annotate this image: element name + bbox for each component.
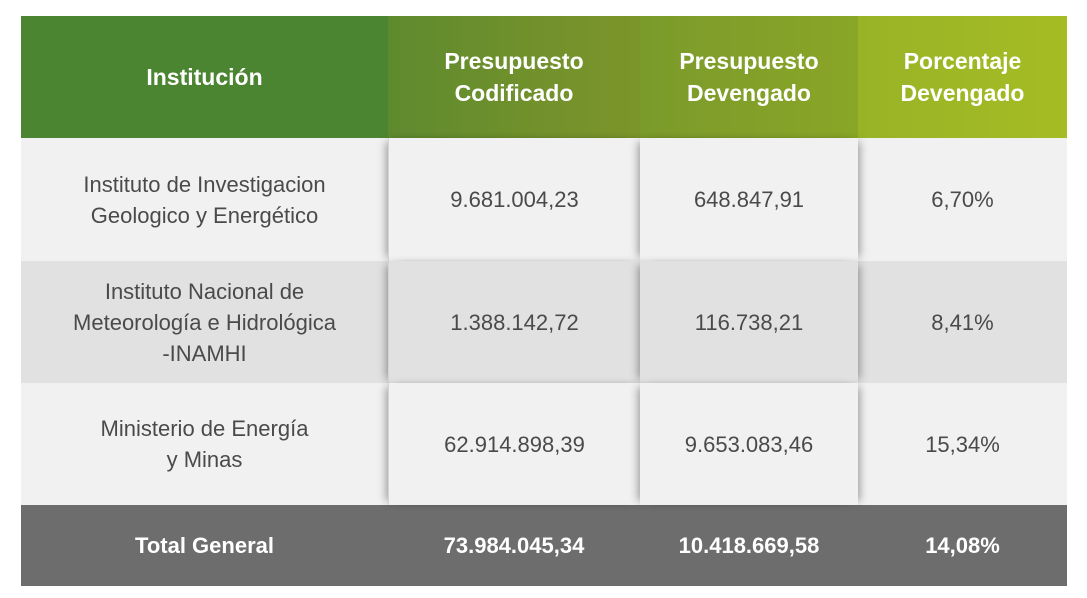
cell-devengado: 9.653.083,46 (640, 383, 858, 505)
cell-codificado: 1.388.142,72 (388, 261, 640, 383)
header-porcentaje-devengado: Porcentaje Devengado (858, 16, 1067, 138)
cell-porcentaje: 15,34% (858, 383, 1067, 505)
table-header-row: Institución Presupuesto Codificado Presu… (21, 16, 1067, 138)
cell-codificado: 62.914.898,39 (388, 383, 640, 505)
cell-codificado: 9.681.004,23 (388, 138, 640, 261)
total-codificado: 73.984.045,34 (388, 505, 640, 586)
cell-porcentaje: 6,70% (858, 138, 1067, 261)
cell-devengado: 648.847,91 (640, 138, 858, 261)
header-presupuesto-devengado: Presupuesto Devengado (640, 16, 858, 138)
cell-institucion: Instituto Nacional de Meteorología e Hid… (21, 261, 388, 383)
table-row: Instituto Nacional de Meteorología e Hid… (21, 261, 1067, 383)
table-row: Ministerio de Energía y Minas 62.914.898… (21, 383, 1067, 505)
total-porcentaje: 14,08% (858, 505, 1067, 586)
total-label: Total General (21, 505, 388, 586)
table-row: Instituto de Investigacion Geologico y E… (21, 138, 1067, 261)
cell-institucion: Instituto de Investigacion Geologico y E… (21, 138, 388, 261)
total-devengado: 10.418.669,58 (640, 505, 858, 586)
header-presupuesto-codificado: Presupuesto Codificado (388, 16, 640, 138)
cell-devengado: 116.738,21 (640, 261, 858, 383)
budget-table: Institución Presupuesto Codificado Presu… (21, 16, 1067, 586)
cell-institucion: Ministerio de Energía y Minas (21, 383, 388, 505)
cell-porcentaje: 8,41% (858, 261, 1067, 383)
total-row: Total General 73.984.045,34 10.418.669,5… (21, 505, 1067, 586)
header-institucion: Institución (21, 16, 388, 138)
